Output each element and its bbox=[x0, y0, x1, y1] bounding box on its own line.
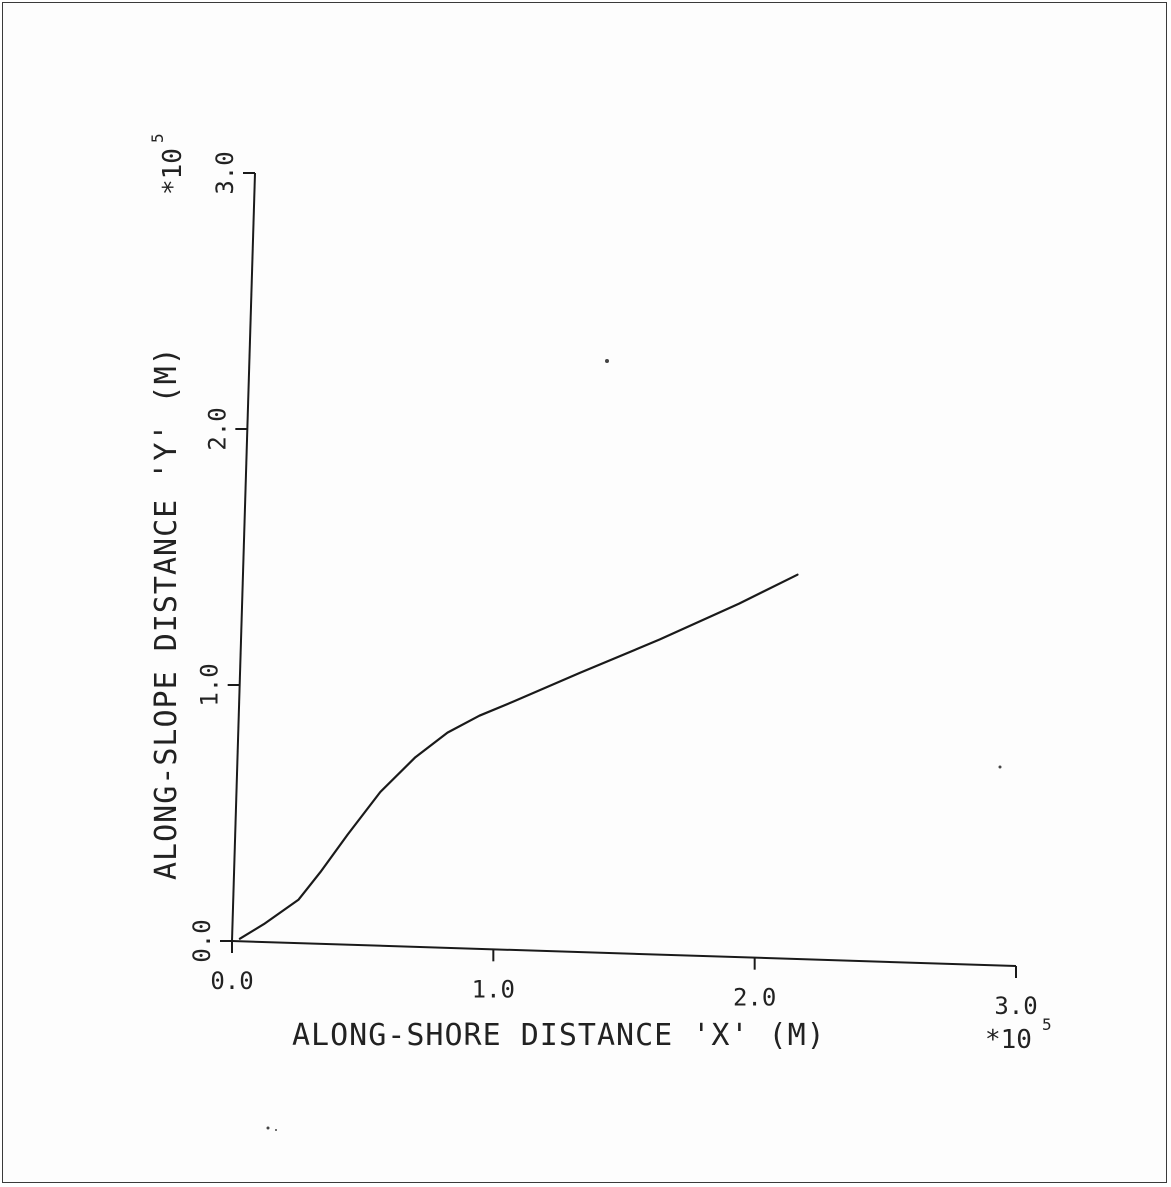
y-tick-label: 1.0 bbox=[196, 663, 224, 706]
y-axis-exponent: 5 bbox=[148, 133, 167, 143]
y-axis-label: ALONG-SLOPE DISTANCE 'Y' (M) bbox=[149, 346, 184, 880]
x-tick-label: 1.0 bbox=[472, 975, 515, 1003]
x-axis-label: ALONG-SHORE DISTANCE 'X' (M) bbox=[292, 1018, 826, 1053]
x-axis-exponent: 5 bbox=[1042, 1015, 1052, 1034]
x-axis bbox=[231, 940, 1017, 967]
y-tick-label: 2.0 bbox=[203, 407, 231, 450]
y-tick-label: 0.0 bbox=[188, 919, 216, 962]
series-line bbox=[238, 573, 799, 940]
scan-speck bbox=[275, 1129, 277, 1131]
y-axis-multiplier: *10 bbox=[158, 148, 188, 195]
x-ticks: 0.0 1.0 2.0 3.0 bbox=[210, 941, 1038, 1020]
scan-speck bbox=[998, 765, 1002, 769]
y-ticks: 0.0 1.0 2.0 3.0 bbox=[188, 151, 255, 963]
x-tick-label: 2.0 bbox=[733, 984, 776, 1012]
scan-speck bbox=[605, 359, 609, 363]
scan-speck bbox=[266, 1126, 270, 1130]
y-tick-label: 3.0 bbox=[211, 151, 239, 194]
y-axis bbox=[231, 172, 256, 942]
series-group bbox=[238, 573, 799, 940]
x-axis-multiplier: *10 bbox=[985, 1025, 1032, 1055]
x-tick-label: 3.0 bbox=[994, 992, 1037, 1020]
x-tick-label: 0.0 bbox=[210, 967, 253, 995]
